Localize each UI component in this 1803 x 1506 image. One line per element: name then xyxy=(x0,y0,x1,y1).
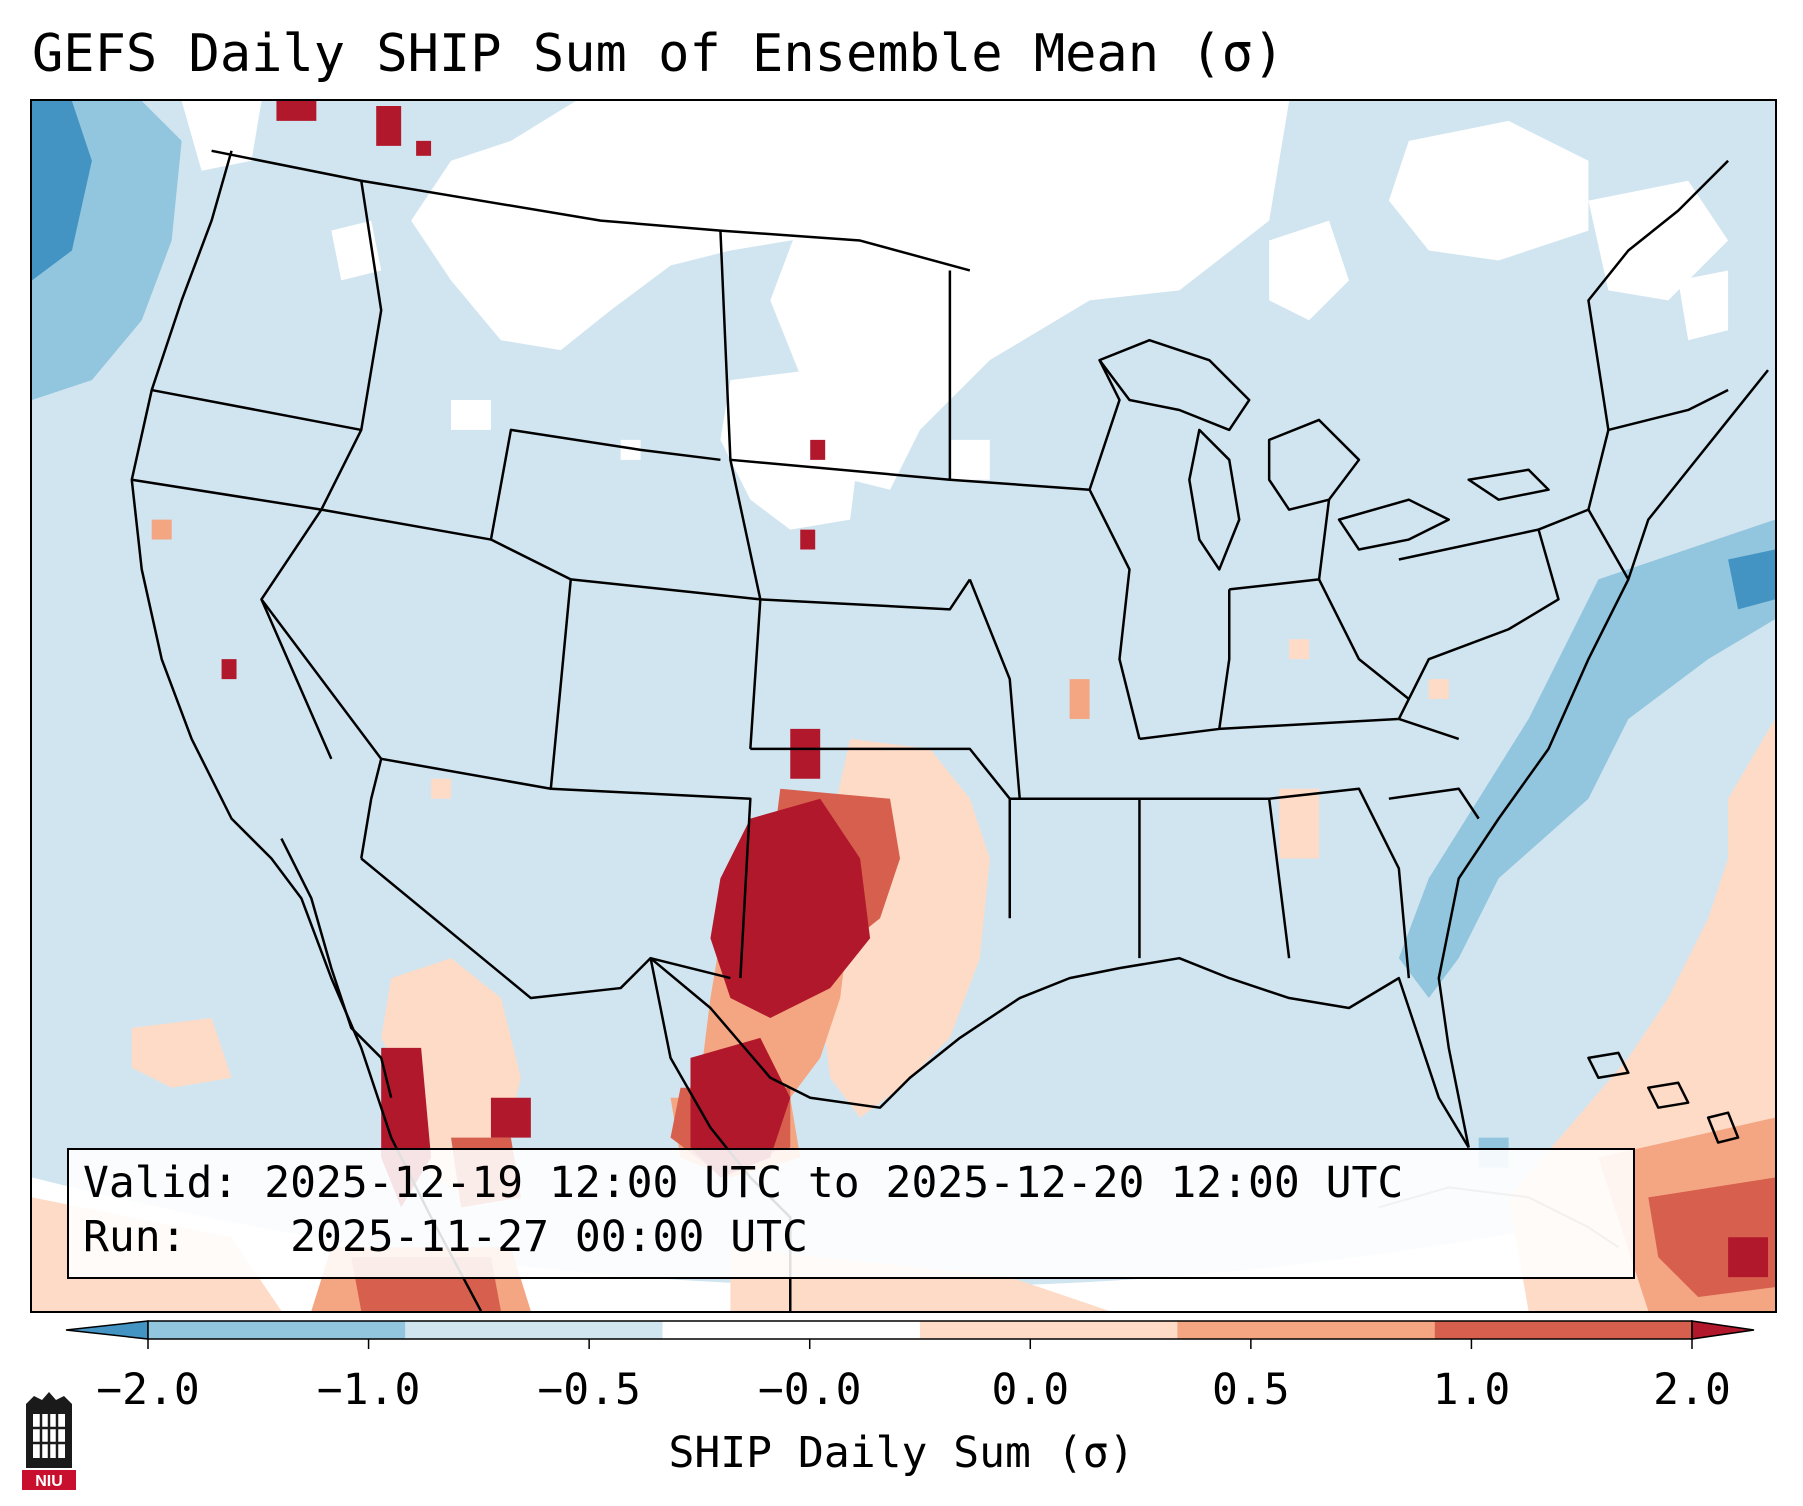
chart-title: GEFS Daily SHIP Sum of Ensemble Mean (σ) xyxy=(32,24,1285,84)
colorbar-tick-label: 1.0 xyxy=(1432,1365,1511,1415)
field-neutral-regions xyxy=(181,101,1729,530)
colorbar-extend-high xyxy=(1691,1320,1755,1340)
logo-text: NIU xyxy=(35,1473,63,1490)
colorbar-bin xyxy=(920,1321,1178,1339)
map-borders xyxy=(130,149,1769,1311)
colorbar-tick-label: −0.0 xyxy=(757,1365,862,1415)
colorbar-tick-label: −2.0 xyxy=(96,1365,200,1415)
ship-map xyxy=(32,101,1775,1311)
colorbar-tick-label: 0.0 xyxy=(991,1365,1070,1415)
colorbar-tick-label: −0.5 xyxy=(537,1365,641,1415)
colorbar-bin xyxy=(1434,1321,1692,1339)
run-label: Run: xyxy=(83,1212,187,1262)
run-time: 2025-11-27 00:00 UTC xyxy=(290,1212,808,1262)
colorbar xyxy=(65,1320,1755,1349)
valid-run-info-box: Valid: 2025-12-19 12:00 UTC to 2025-12-2… xyxy=(67,1148,1635,1279)
map-panel xyxy=(30,99,1777,1313)
colorbar-tick-label: −1.0 xyxy=(316,1365,421,1415)
field-negative-strong xyxy=(32,101,1775,610)
colorbar-bin xyxy=(662,1321,920,1339)
colorbar-bin xyxy=(1177,1321,1435,1339)
valid-label: Valid: xyxy=(83,1158,239,1208)
colorbar-label: SHIP Daily Sum (σ) xyxy=(668,1428,1135,1478)
colorbar-bin xyxy=(148,1321,406,1339)
colorbar-outline xyxy=(147,1320,1693,1340)
colorbar-extend-low xyxy=(65,1320,149,1340)
valid-period: 2025-12-19 12:00 UTC to 2025-12-20 12:00… xyxy=(264,1158,1404,1208)
niu-logo-icon: NIU xyxy=(22,1392,76,1490)
colorbar-bin xyxy=(405,1321,663,1339)
colorbar-tick-label: 0.5 xyxy=(1212,1365,1290,1415)
colorbar-tick-label: 2.0 xyxy=(1653,1365,1731,1415)
